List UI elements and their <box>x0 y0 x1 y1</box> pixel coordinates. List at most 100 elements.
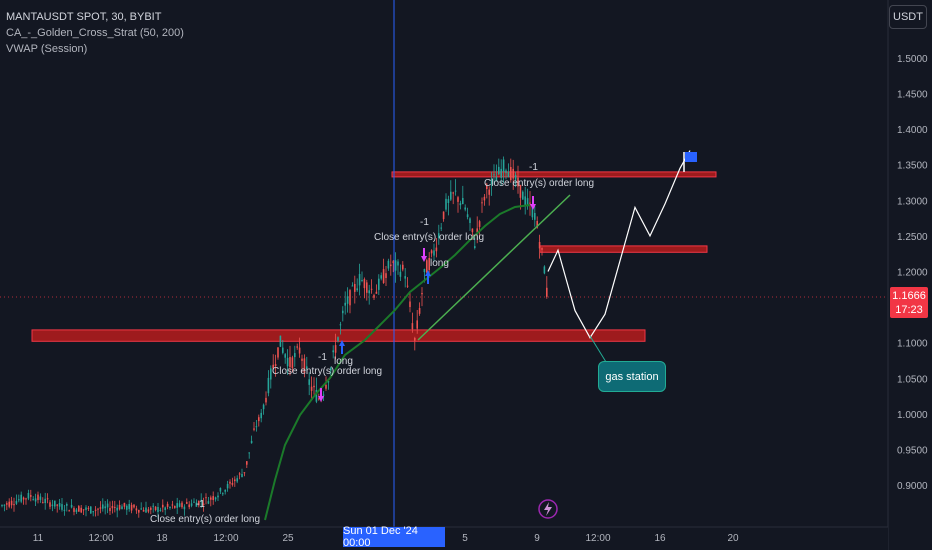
candle-body <box>46 498 49 500</box>
candle-body <box>241 474 243 477</box>
candle-body <box>102 504 104 509</box>
candle-body <box>519 185 522 198</box>
candle-body <box>488 189 490 195</box>
candle-body <box>505 170 507 173</box>
candle-body <box>478 221 481 227</box>
candle-body <box>190 503 193 506</box>
candle-body <box>529 202 531 204</box>
candle-body <box>421 293 423 295</box>
candle-body <box>361 280 363 281</box>
candle-body <box>291 357 294 369</box>
candle-body <box>356 288 358 291</box>
signal-label: -1 <box>196 499 205 510</box>
candle-body <box>54 500 56 507</box>
candle-body <box>200 499 202 502</box>
candle-body <box>73 508 75 512</box>
candle-body <box>195 502 198 507</box>
candle-body <box>138 510 140 513</box>
indicator-golden-cross[interactable]: CA_-_Golden_Cross_Strat (50, 200) <box>6 27 184 39</box>
candle-body <box>411 323 414 330</box>
candle-body <box>6 503 8 505</box>
candle-body <box>56 504 58 506</box>
candle-body <box>27 493 30 499</box>
candle-body <box>94 509 97 511</box>
price-tick-label: 1.1000 <box>897 339 928 350</box>
candle-body <box>202 503 205 505</box>
candle-body <box>169 507 171 508</box>
callout-pointer <box>589 335 607 363</box>
candle-body <box>212 496 214 500</box>
time-tick-label: 20 <box>727 533 739 544</box>
candle-body <box>445 198 447 210</box>
candle-body <box>394 260 397 271</box>
candle-body <box>397 261 399 266</box>
candle-body <box>277 347 279 358</box>
candle-body <box>234 479 236 482</box>
lightning-icon[interactable] <box>538 499 558 519</box>
close-entry-arrow <box>421 248 427 262</box>
candle-body <box>284 354 286 358</box>
candle-body <box>531 207 534 218</box>
candle-body <box>426 260 428 273</box>
candle-body <box>474 246 476 248</box>
candle-body <box>44 498 46 503</box>
trade-label: Close entry(s) order long <box>374 232 484 243</box>
symbol-title[interactable]: MANTAUSDT SPOT, 30, BYBIT <box>6 11 162 23</box>
candle-body <box>85 507 87 510</box>
candle-body <box>238 473 241 475</box>
candle-body <box>236 478 238 482</box>
currency-button[interactable]: USDT <box>889 5 927 29</box>
candle-body <box>351 285 354 287</box>
candle-body <box>75 509 78 512</box>
candle-body <box>380 275 382 279</box>
candle-body <box>258 417 260 422</box>
indicator-vwap[interactable]: VWAP (Session) <box>6 43 88 55</box>
candle-body <box>457 197 459 202</box>
candle-body <box>92 511 94 513</box>
candle-body <box>464 207 466 210</box>
candle-body <box>253 428 255 430</box>
candle-body <box>490 178 493 185</box>
candle-body <box>399 271 402 277</box>
price-zone-2[interactable] <box>31 329 646 342</box>
candle-body <box>402 264 404 270</box>
candle-body <box>246 461 248 465</box>
candle-body <box>15 501 18 504</box>
time-tick-label: 5 <box>462 533 468 544</box>
trade-label: Close entry(s) order long <box>484 178 594 189</box>
candle-body <box>325 385 327 389</box>
gas-station-callout[interactable]: gas station <box>598 361 666 392</box>
candle-body <box>183 506 186 510</box>
price-zone-0[interactable] <box>391 171 717 178</box>
close-entry-arrow <box>318 388 324 402</box>
price-axis-panel[interactable] <box>888 0 932 550</box>
candle-body <box>428 258 430 270</box>
price-tick-label: 1.2500 <box>897 232 928 243</box>
candle-body <box>130 504 133 511</box>
candle-body <box>409 301 411 307</box>
candle-body <box>224 489 226 492</box>
candle-body <box>68 510 70 512</box>
candle-body <box>514 174 517 180</box>
candle-body <box>61 504 63 510</box>
time-tick-label: 11 <box>33 533 44 544</box>
price-tick-label: 1.4000 <box>897 125 928 136</box>
candle-body <box>111 506 114 509</box>
trade-annotations: Close entry(s) order long Close entry(s)… <box>150 162 594 525</box>
candle-body <box>159 509 162 511</box>
candle-body <box>176 503 178 508</box>
price-tick-label: 1.5000 <box>897 54 928 65</box>
candle-body <box>342 310 344 314</box>
candle-body <box>301 358 303 361</box>
candle-body <box>310 386 313 391</box>
time-tick-label: 12:00 <box>585 533 610 544</box>
candle-body <box>20 494 22 502</box>
candle-body <box>440 227 442 229</box>
candle-body <box>248 452 250 454</box>
candle-body <box>104 506 106 509</box>
candle-body <box>418 308 421 314</box>
candle-body <box>13 504 15 506</box>
candle-body <box>150 507 152 510</box>
candle-body <box>476 228 478 233</box>
